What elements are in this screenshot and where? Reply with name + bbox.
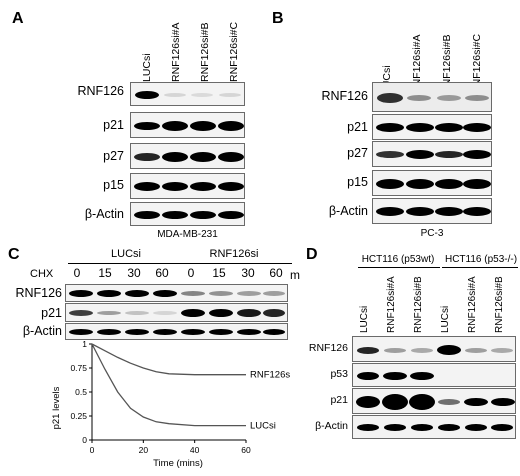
panel-a-row-p27: p27 <box>103 149 124 163</box>
panel-d-row-actin: β-Actin <box>315 420 348 432</box>
panel-a-blot-p27 <box>130 143 245 169</box>
panel-d-blot-p21 <box>352 388 516 414</box>
panel-b-row-p15: p15 <box>347 175 368 189</box>
y-tick-label: 0 <box>82 435 87 445</box>
panel-a-label: A <box>12 10 24 27</box>
panel-d-row-rnf126: RNF126 <box>308 342 348 354</box>
panel-d-group-p53wt-line <box>358 267 440 268</box>
y-tick-label: 0.75 <box>70 363 87 373</box>
panel-c-time-7: 30 <box>241 266 255 280</box>
series-line-rnf126si <box>91 343 246 376</box>
panel-d-blot-p53 <box>352 363 516 387</box>
panel-c-row-rnf126: RNF126 <box>15 286 62 300</box>
chart-x-label: Time (mins) <box>153 458 203 469</box>
panel-c-blot-rnf126 <box>65 284 288 302</box>
chart-axes: 0 0.25 0.5 0.75 1 0 20 40 60 <box>70 339 251 455</box>
y-tick-label: 0.5 <box>75 387 87 397</box>
panel-d-row-p21: p21 <box>330 394 348 406</box>
panel-a-row-actin: β-Actin <box>84 207 124 221</box>
panel-d-group-p53ko: HCT116 (p53-/-) <box>444 254 518 265</box>
panel-a-blot-actin <box>130 202 245 226</box>
panel-a-cell-line: MDA-MB-231 <box>157 229 218 240</box>
panel-b-row-p21: p21 <box>347 120 368 134</box>
panel-c-time-8: 60 <box>269 266 283 280</box>
panel-d-group-p53ko-line <box>442 267 518 268</box>
y-tick-label: 1 <box>82 339 87 349</box>
panel-d-blot-rnf126 <box>352 336 516 362</box>
panel-b-blot-p21 <box>372 114 492 140</box>
panel-a-lane-2: RNF126si#A <box>170 22 182 82</box>
series-label-lucsi: LUCsi <box>250 421 276 432</box>
panel-d-lane-5: RNF126si#A <box>467 276 478 333</box>
panel-d-lane-4: LUCsi <box>440 305 451 333</box>
panel-b-label: B <box>272 10 284 27</box>
panel-c-row-p21: p21 <box>41 306 62 320</box>
panel-b-cell-line: PC-3 <box>420 228 444 239</box>
panel-a-blot-p21 <box>130 112 245 138</box>
panel-a-row-p15: p15 <box>103 178 124 192</box>
panel-c-label: C <box>8 246 20 263</box>
panel-c-row-actin: β-Actin <box>22 324 62 338</box>
panel-c-time-4: 60 <box>155 266 169 280</box>
panel-a-row-p21: p21 <box>103 118 124 132</box>
panel-d-lane-2: RNF126si#A <box>386 276 397 333</box>
panel-b-row-actin: β-Actin <box>328 204 368 218</box>
x-tick-label: 20 <box>139 445 149 455</box>
panel-a-blot-p15 <box>130 173 245 199</box>
series-line-lucsi <box>91 343 246 427</box>
x-tick-label: 40 <box>190 445 200 455</box>
y-tick-label: 0.25 <box>70 411 87 421</box>
panel-c-time-6: 15 <box>212 266 226 280</box>
panel-a-lane-4: RNF126si#C <box>228 21 240 82</box>
panel-d-lane-6: RNF126si#B <box>494 276 505 333</box>
panel-a-lane-1: LUCsi <box>141 53 153 82</box>
x-tick-label: 0 <box>90 445 95 455</box>
panel-c-group-rnf126si-line <box>176 263 292 264</box>
panel-c-group-lucsi-line <box>68 263 184 264</box>
chart-y-label: p21 levels <box>51 386 62 429</box>
panel-c-unit: m <box>290 268 300 282</box>
panel-d-row-p53: p53 <box>330 368 348 380</box>
panel-d-group-p53wt: HCT116 (p53wt) <box>361 254 435 265</box>
panel-c-chx: CHX <box>30 268 54 280</box>
panel-c-time-2: 15 <box>98 266 112 280</box>
panel-d-lane-1: LUCsi <box>359 305 370 333</box>
panel-c-blot-p21 <box>65 303 288 322</box>
panel-b-blot-actin <box>372 198 492 224</box>
panel-c-blot-actin <box>65 323 288 340</box>
series-label-rnf126si: RNF126si <box>250 370 290 381</box>
x-tick-label: 60 <box>241 445 251 455</box>
panel-d-blot-actin <box>352 415 516 439</box>
panel-a-row-rnf126: RNF126 <box>77 84 124 98</box>
panel-b-blot-p15 <box>372 170 492 196</box>
panel-a-blot-rnf126 <box>130 82 245 106</box>
panel-b-blot-rnf126 <box>372 82 492 112</box>
chart-series: RNF126si LUCsi <box>91 343 290 432</box>
panel-c-time-5: 0 <box>187 266 195 280</box>
p21-decay-chart: 0 0.25 0.5 0.75 1 0 20 40 60 RNF126si LUCsi Time … <box>51 339 290 469</box>
panel-d-label: D <box>306 246 318 263</box>
panel-b-row-p27: p27 <box>347 146 368 160</box>
panel-a-lane-3: RNF126si#B <box>199 22 211 82</box>
panel-d-lane-3: RNF126si#B <box>413 276 424 333</box>
panel-c-time-3: 30 <box>127 266 141 280</box>
panel-b-blot-p27 <box>372 141 492 167</box>
panel-c-group-lucsi: LUCsi <box>111 248 141 260</box>
panel-c-group-rnf126si: RNF126si <box>209 248 259 260</box>
panel-b-row-rnf126: RNF126 <box>321 89 368 103</box>
panel-c-time-1: 0 <box>73 266 81 280</box>
